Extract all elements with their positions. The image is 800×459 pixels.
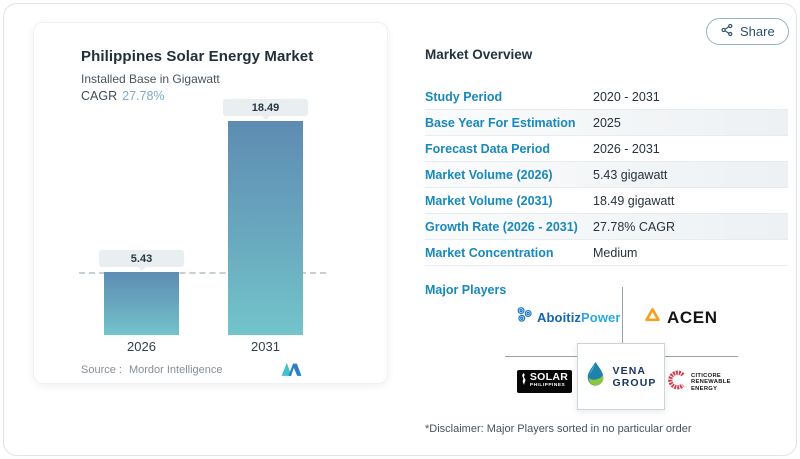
x-axis-label-2026: 2026 xyxy=(127,339,156,354)
share-icon xyxy=(720,23,734,40)
acen-icon xyxy=(643,306,662,330)
aboitiz-power-name: AboitizPower xyxy=(537,309,621,325)
table-row: Market Volume (2026) 5.43 gigawatt xyxy=(425,162,788,188)
row-label: Growth Rate (2026 - 2031) xyxy=(425,219,578,234)
players-horizontal-divider-left xyxy=(505,356,577,357)
table-row: Base Year For Estimation 2025 xyxy=(425,110,788,136)
source-name: Mordor Intelligence xyxy=(128,364,223,376)
cagr-row: CAGR 27.78% xyxy=(81,89,165,103)
chart-card: Philippines Solar Energy Market Installe… xyxy=(33,22,388,384)
aboitiz-power-icon xyxy=(516,306,533,328)
table-row: Study Period 2020 - 2031 xyxy=(425,84,788,110)
row-label: Forecast Data Period xyxy=(425,141,551,156)
disclaimer-text: *Disclaimer: Major Players sorted in no … xyxy=(425,423,692,435)
solar-philippines-name: SOLAR PHILIPPINES xyxy=(529,371,569,388)
aboitiz-power-logo: AboitizPower xyxy=(516,306,621,328)
bar-2031 xyxy=(228,121,303,335)
overview-title: Market Overview xyxy=(425,47,533,62)
cagr-label: CAGR xyxy=(81,89,118,103)
row-label: Base Year For Estimation xyxy=(425,115,576,130)
bar-2026 xyxy=(104,272,179,335)
mordor-intelligence-logo-icon xyxy=(280,361,303,377)
acen-name: ACEN xyxy=(667,308,718,327)
value-chip-2031: 18.49 xyxy=(223,99,308,116)
row-label: Study Period xyxy=(425,89,503,104)
table-row: Market Concentration Medium xyxy=(425,240,788,266)
row-label: Market Concentration xyxy=(425,245,554,260)
citicore-icon xyxy=(666,369,688,396)
row-value: 2020 - 2031 xyxy=(593,89,660,104)
table-row: Market Volume (2031) 18.49 gigawatt xyxy=(425,188,788,214)
acen-logo: ACEN xyxy=(643,306,718,330)
value-chip-2026: 5.43 xyxy=(99,250,184,267)
players-horizontal-divider-right xyxy=(665,356,738,357)
vena-group-logo: VENA GROUP xyxy=(577,343,665,410)
vena-group-name: VENA GROUP xyxy=(612,364,657,389)
source-label: Source : xyxy=(81,364,122,376)
share-label: Share xyxy=(740,24,775,39)
share-button[interactable]: Share xyxy=(706,18,789,45)
vena-group-icon xyxy=(585,361,606,392)
citicore-logo: CITICORE RENEWABLE ENERGY xyxy=(666,369,731,396)
chart-title: Philippines Solar Energy Market xyxy=(81,48,314,65)
table-row: Forecast Data Period 2026 - 2031 xyxy=(425,136,788,162)
x-axis-label-2031: 2031 xyxy=(251,339,280,354)
players-vertical-divider xyxy=(622,287,623,343)
solar-philippines-logo: SOLAR PHILIPPINES xyxy=(517,370,572,393)
table-row: Growth Rate (2026 - 2031) 27.78% CAGR xyxy=(425,214,788,240)
cagr-value: 27.78% xyxy=(122,89,165,103)
chart-subtitle: Installed Base in Gigawatt xyxy=(81,72,220,86)
row-value: 2025 xyxy=(593,115,621,130)
row-value: 27.78% CAGR xyxy=(593,219,675,234)
row-value: 5.43 gigawatt xyxy=(593,167,668,182)
citicore-name: CITICORE RENEWABLE ENERGY xyxy=(691,372,731,392)
row-value: 18.49 gigawatt xyxy=(593,193,675,208)
row-value: Medium xyxy=(593,245,638,260)
source-row: Source : Mordor Intelligence xyxy=(81,364,223,376)
row-label: Market Volume (2031) xyxy=(425,193,553,208)
overview-table: Study Period 2020 - 2031 Base Year For E… xyxy=(425,84,788,266)
major-players-label: Major Players xyxy=(425,283,507,297)
row-label: Market Volume (2026) xyxy=(425,167,553,182)
solar-philippines-icon xyxy=(521,372,527,391)
row-value: 2026 - 2031 xyxy=(593,141,660,156)
reference-dashed-line xyxy=(79,272,326,274)
